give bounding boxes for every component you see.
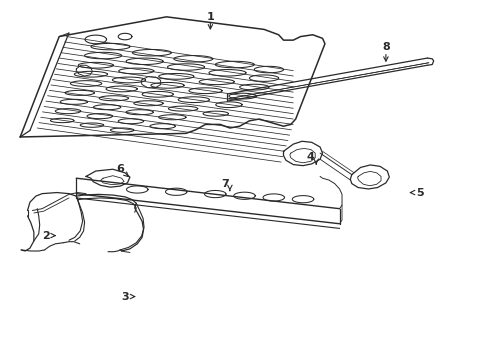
Text: 4: 4: [306, 152, 314, 162]
Text: 3: 3: [121, 292, 128, 302]
Text: 1: 1: [206, 12, 214, 22]
Text: 6: 6: [116, 164, 124, 174]
Text: 5: 5: [415, 188, 423, 198]
Text: 7: 7: [221, 179, 228, 189]
Text: 2: 2: [41, 231, 49, 240]
Text: 8: 8: [381, 42, 389, 52]
